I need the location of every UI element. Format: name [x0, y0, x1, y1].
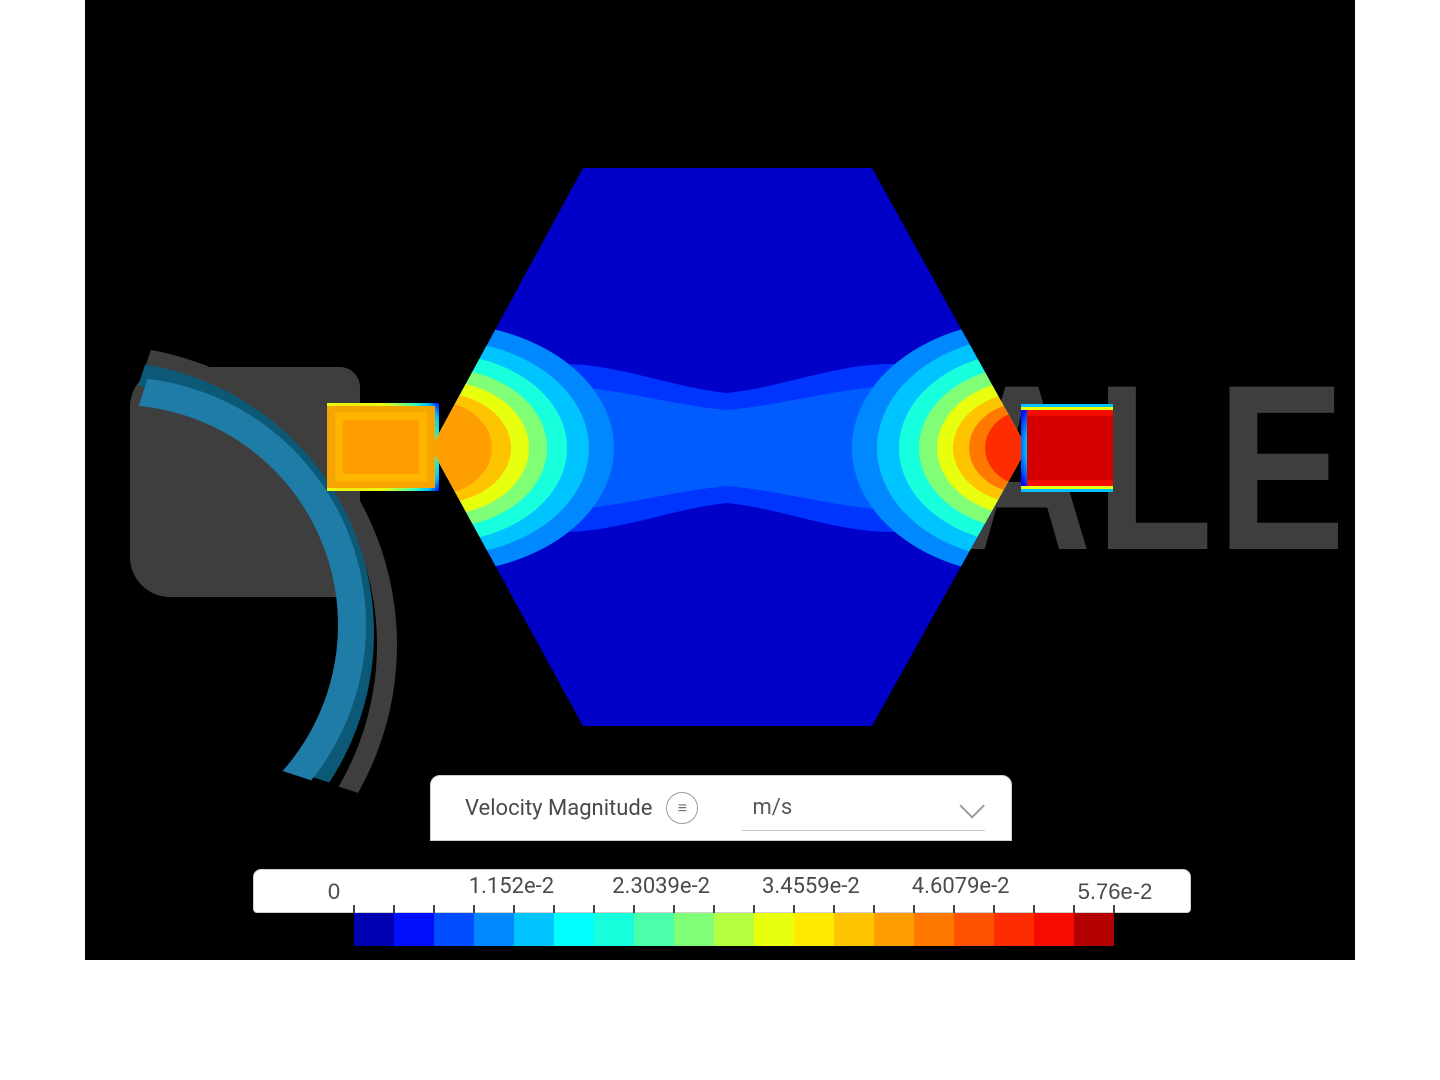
chevron-down-icon [959, 793, 984, 818]
colorbar-segment [954, 912, 994, 946]
legend-options-button[interactable]: ≡ [666, 792, 698, 824]
tick-mark [713, 905, 715, 913]
scale-tick-marks [354, 904, 1114, 912]
colorbar-segment [474, 912, 514, 946]
tick-mark [753, 905, 755, 913]
brand-logo [130, 367, 360, 597]
unit-select[interactable]: m/s [742, 786, 985, 831]
colorbar-segment [1034, 912, 1074, 946]
tick-mark [833, 905, 835, 913]
colorbar-segment [634, 912, 674, 946]
simulation-contour[interactable] [327, 168, 1113, 728]
tick-mark [433, 905, 435, 913]
tick-mark [953, 905, 955, 913]
tick-mark [993, 905, 995, 913]
colorbar-segment [394, 912, 434, 946]
tick-mark [473, 905, 475, 913]
colorbar-segment [834, 912, 874, 946]
legend-field-label[interactable]: Velocity Magnitude [465, 796, 652, 821]
tick-mark [353, 905, 355, 913]
colorbar[interactable] [354, 912, 1114, 946]
menu-icon: ≡ [678, 798, 687, 818]
tick-mark [1113, 905, 1115, 913]
scale-tick: 4.6079e-2 [912, 874, 1010, 899]
scale-tick: 1.152e-2 [469, 874, 554, 899]
tick-mark [793, 905, 795, 913]
legend-panel: Velocity Magnitude ≡ m/s [430, 775, 1012, 841]
viewport-stage: ALE [85, 0, 1355, 960]
colorbar-segment [914, 912, 954, 946]
scale-tick-labels: 1.152e-2 2.3039e-2 3.4559e-2 4.6079e-2 [254, 874, 1190, 904]
colorbar-segment [714, 912, 754, 946]
colorbar-segment [1074, 912, 1114, 946]
tick-mark [553, 905, 555, 913]
colorbar-segment [994, 912, 1034, 946]
colorbar-segment [434, 912, 474, 946]
colorbar-segment [514, 912, 554, 946]
unit-value: m/s [752, 795, 792, 820]
colorbar-segment [754, 912, 794, 946]
tick-mark [873, 905, 875, 913]
tick-mark [673, 905, 675, 913]
tick-mark [1033, 905, 1035, 913]
colorbar-segment [354, 912, 394, 946]
tick-mark [513, 905, 515, 913]
colorbar-segment [874, 912, 914, 946]
colorbar-segment [594, 912, 634, 946]
colorbar-segment [674, 912, 714, 946]
colorbar-segment [554, 912, 594, 946]
scale-ticks-card: 1.152e-2 2.3039e-2 3.4559e-2 4.6079e-2 [253, 869, 1191, 913]
colorbar-segment [794, 912, 834, 946]
tick-mark [633, 905, 635, 913]
tick-mark [393, 905, 395, 913]
tick-mark [913, 905, 915, 913]
scale-tick: 2.3039e-2 [612, 874, 710, 899]
scale-tick: 3.4559e-2 [762, 874, 860, 899]
tick-mark [593, 905, 595, 913]
tick-mark [1073, 905, 1075, 913]
